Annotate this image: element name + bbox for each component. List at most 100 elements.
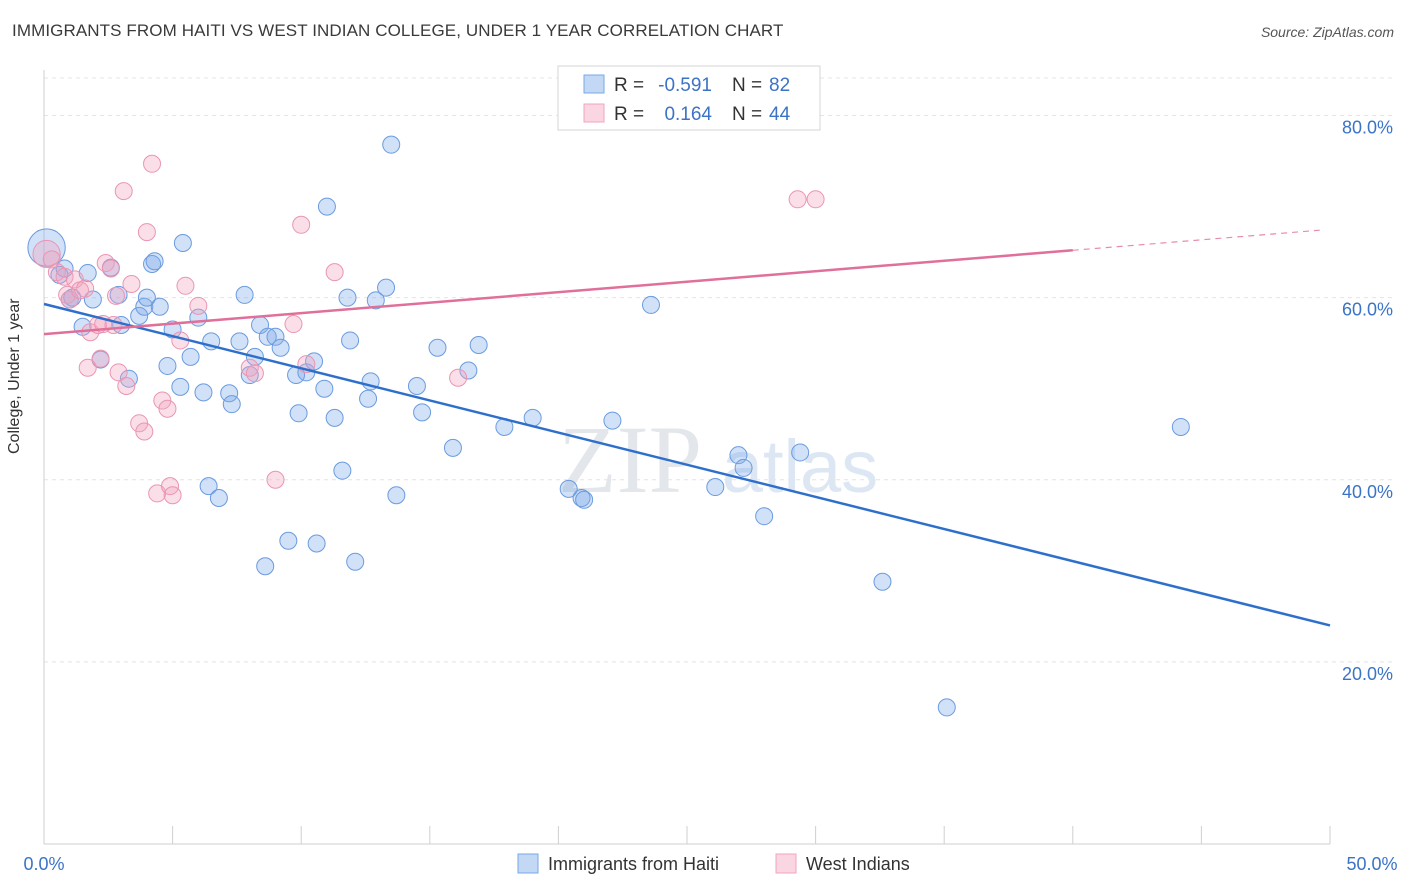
west-indian-point bbox=[292, 215, 311, 234]
haiti-point bbox=[341, 331, 360, 350]
haiti-point bbox=[150, 297, 169, 316]
west-indian-point bbox=[137, 223, 156, 242]
haiti-point bbox=[209, 488, 228, 507]
haiti-point bbox=[130, 306, 149, 325]
west-indian-trend-line-extension bbox=[1072, 229, 1320, 251]
haiti-point bbox=[366, 291, 385, 310]
haiti-point bbox=[572, 488, 591, 507]
west-indian-point bbox=[189, 296, 208, 315]
west-indian-point bbox=[240, 358, 259, 377]
haiti-point bbox=[937, 698, 956, 717]
haiti-point bbox=[63, 288, 82, 307]
haiti-point bbox=[469, 335, 488, 354]
west-indian-trend-line bbox=[43, 249, 1073, 336]
haiti-point bbox=[315, 379, 334, 398]
haiti-point bbox=[119, 369, 138, 388]
stats-legend-swatch bbox=[583, 74, 605, 94]
trend-lines bbox=[43, 229, 1331, 627]
haiti-point bbox=[338, 288, 357, 307]
haiti-point bbox=[387, 486, 406, 505]
west-indian-point bbox=[158, 399, 177, 418]
west-indian-point bbox=[449, 368, 468, 387]
haiti-point bbox=[258, 327, 277, 346]
haiti-point bbox=[873, 572, 892, 591]
west-indian-point bbox=[78, 358, 97, 377]
haiti-point bbox=[271, 338, 290, 357]
y-tick-label: 80.0% bbox=[1342, 118, 1393, 138]
y-tick-label: 40.0% bbox=[1342, 482, 1393, 502]
haiti-point bbox=[256, 557, 275, 576]
haiti-point bbox=[377, 278, 396, 297]
haiti-point bbox=[559, 479, 578, 498]
stats-legend: R = -0.591 N = 82 R = 0.164 N = 44 bbox=[557, 65, 821, 131]
tick-labels: 20.0% 40.0% 60.0% 80.0% 0.0% 50.0% bbox=[23, 118, 1397, 874]
west-indian-point bbox=[122, 274, 141, 293]
haiti-point bbox=[171, 377, 190, 396]
haiti-point bbox=[1171, 417, 1190, 436]
stats-r-value: -0.591 bbox=[658, 75, 712, 96]
west-indian-point bbox=[325, 263, 344, 282]
haiti-point bbox=[706, 478, 725, 497]
haiti-point bbox=[459, 361, 478, 380]
west-indian-point bbox=[81, 323, 100, 342]
west-indian-point bbox=[143, 154, 162, 173]
haiti-point bbox=[575, 490, 594, 509]
west-indian-point bbox=[176, 276, 195, 295]
watermark-zip: ZIP bbox=[558, 406, 702, 513]
haiti-point bbox=[325, 408, 344, 427]
haiti-point bbox=[158, 356, 177, 375]
west-indian-point bbox=[91, 349, 110, 368]
series-legend: Immigrants from Haiti West Indians bbox=[517, 853, 910, 874]
haiti-point bbox=[791, 443, 810, 462]
west-indian-point bbox=[114, 182, 133, 201]
haiti-point bbox=[407, 376, 426, 395]
chart-title: IMMIGRANTS FROM HAITI VS WEST INDIAN COL… bbox=[12, 21, 784, 40]
haiti-point bbox=[230, 332, 249, 351]
haiti-point bbox=[279, 531, 298, 550]
haiti-point bbox=[199, 477, 218, 496]
stats-r-value: 0.164 bbox=[664, 104, 712, 125]
stats-r-label: R = bbox=[614, 104, 644, 125]
haiti-point bbox=[428, 338, 447, 357]
haiti-point bbox=[346, 552, 365, 571]
haiti-point bbox=[333, 461, 352, 480]
haiti-point bbox=[317, 197, 336, 216]
stats-n-label: N = bbox=[732, 104, 762, 125]
west-indian-point bbox=[55, 267, 74, 286]
west-indian-point bbox=[109, 363, 128, 382]
haiti-point bbox=[143, 254, 162, 273]
y-tick-label: 60.0% bbox=[1342, 300, 1393, 320]
stats-n-value: 44 bbox=[769, 104, 791, 125]
west-indian-point bbox=[788, 190, 807, 209]
west-indian-point bbox=[101, 259, 120, 278]
haiti-point bbox=[289, 404, 308, 423]
west-indian-point bbox=[163, 486, 182, 505]
haiti-point bbox=[181, 347, 200, 366]
west-indian-point bbox=[245, 364, 264, 383]
haiti-point bbox=[359, 389, 378, 408]
stats-legend-frame bbox=[557, 65, 821, 131]
haiti-point bbox=[235, 285, 254, 304]
haiti-trend-line bbox=[43, 302, 1331, 627]
west-indian-point bbox=[107, 286, 126, 305]
haiti-point bbox=[734, 458, 753, 477]
source-credit: Source: ZipAtlas.com bbox=[1260, 24, 1394, 40]
legend-swatch-west-indians bbox=[775, 853, 797, 874]
haiti-point bbox=[145, 252, 164, 271]
haiti-point bbox=[382, 135, 401, 154]
haiti-point bbox=[194, 383, 213, 402]
legend-label-west-indians: West Indians bbox=[806, 854, 910, 874]
haiti-point bbox=[137, 288, 156, 307]
stats-legend-swatch bbox=[583, 103, 605, 123]
west-indian-point bbox=[60, 290, 79, 309]
stats-n-label: N = bbox=[732, 75, 762, 96]
haiti-point bbox=[755, 507, 774, 526]
haiti-point bbox=[641, 295, 660, 314]
west-indian-point bbox=[135, 422, 154, 441]
haiti-point bbox=[220, 384, 239, 403]
data-points bbox=[27, 135, 1190, 717]
west-indian-point bbox=[284, 315, 303, 334]
west-indian-point bbox=[76, 279, 95, 298]
west-indian-point bbox=[266, 470, 285, 489]
